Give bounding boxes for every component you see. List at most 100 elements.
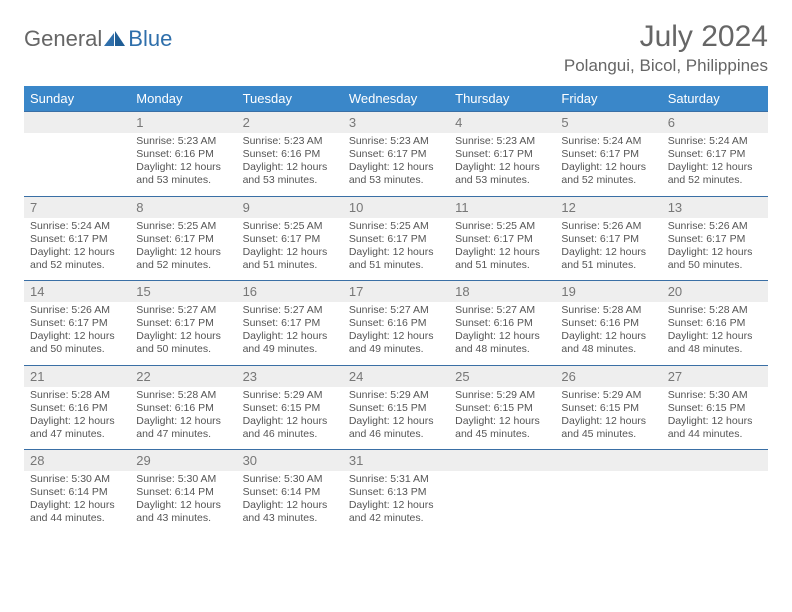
day-number: 23 [237,366,343,387]
calendar-day-cell: 20Sunrise: 5:28 AMSunset: 6:16 PMDayligh… [662,281,768,366]
day-content: Sunrise: 5:29 AMSunset: 6:15 PMDaylight:… [343,387,449,450]
day-number: 16 [237,281,343,302]
calendar-day-cell: 27Sunrise: 5:30 AMSunset: 6:15 PMDayligh… [662,365,768,450]
day-content: Sunrise: 5:24 AMSunset: 6:17 PMDaylight:… [662,133,768,196]
day-number: 2 [237,112,343,133]
calendar-day-cell [24,112,130,197]
day-content: Sunrise: 5:29 AMSunset: 6:15 PMDaylight:… [449,387,555,450]
calendar-day-cell: 30Sunrise: 5:30 AMSunset: 6:14 PMDayligh… [237,450,343,534]
weekday-header: Sunday [24,86,130,112]
day-number-empty [662,450,768,471]
day-content: Sunrise: 5:24 AMSunset: 6:17 PMDaylight:… [555,133,661,196]
day-number: 7 [24,197,130,218]
calendar-week-row: 14Sunrise: 5:26 AMSunset: 6:17 PMDayligh… [24,281,768,366]
day-number: 12 [555,197,661,218]
day-content: Sunrise: 5:29 AMSunset: 6:15 PMDaylight:… [555,387,661,450]
day-content: Sunrise: 5:27 AMSunset: 6:16 PMDaylight:… [449,302,555,365]
title-block: July 2024 Polangui, Bicol, Philippines [564,20,768,76]
calendar-day-cell: 18Sunrise: 5:27 AMSunset: 6:16 PMDayligh… [449,281,555,366]
calendar-day-cell: 2Sunrise: 5:23 AMSunset: 6:16 PMDaylight… [237,112,343,197]
day-content: Sunrise: 5:28 AMSunset: 6:16 PMDaylight:… [662,302,768,365]
calendar-day-cell: 13Sunrise: 5:26 AMSunset: 6:17 PMDayligh… [662,196,768,281]
day-content: Sunrise: 5:23 AMSunset: 6:17 PMDaylight:… [449,133,555,196]
day-content: Sunrise: 5:28 AMSunset: 6:16 PMDaylight:… [555,302,661,365]
day-number: 17 [343,281,449,302]
calendar-day-cell: 28Sunrise: 5:30 AMSunset: 6:14 PMDayligh… [24,450,130,534]
day-content: Sunrise: 5:30 AMSunset: 6:14 PMDaylight:… [130,471,236,534]
day-number: 6 [662,112,768,133]
calendar-day-cell: 12Sunrise: 5:26 AMSunset: 6:17 PMDayligh… [555,196,661,281]
calendar-week-row: 21Sunrise: 5:28 AMSunset: 6:16 PMDayligh… [24,365,768,450]
logo: General Blue [24,20,172,52]
calendar-day-cell: 11Sunrise: 5:25 AMSunset: 6:17 PMDayligh… [449,196,555,281]
day-content: Sunrise: 5:26 AMSunset: 6:17 PMDaylight:… [662,218,768,281]
day-content: Sunrise: 5:30 AMSunset: 6:14 PMDaylight:… [237,471,343,534]
day-number: 9 [237,197,343,218]
weekday-header: Thursday [449,86,555,112]
day-number: 26 [555,366,661,387]
day-content: Sunrise: 5:24 AMSunset: 6:17 PMDaylight:… [24,218,130,281]
day-number: 30 [237,450,343,471]
day-content: Sunrise: 5:26 AMSunset: 6:17 PMDaylight:… [555,218,661,281]
day-number: 20 [662,281,768,302]
calendar-day-cell: 6Sunrise: 5:24 AMSunset: 6:17 PMDaylight… [662,112,768,197]
calendar-day-cell [555,450,661,534]
calendar-week-row: 7Sunrise: 5:24 AMSunset: 6:17 PMDaylight… [24,196,768,281]
weekday-header: Tuesday [237,86,343,112]
calendar-table: SundayMondayTuesdayWednesdayThursdayFrid… [24,86,768,534]
calendar-day-cell: 17Sunrise: 5:27 AMSunset: 6:16 PMDayligh… [343,281,449,366]
day-number: 27 [662,366,768,387]
day-number: 24 [343,366,449,387]
calendar-day-cell: 5Sunrise: 5:24 AMSunset: 6:17 PMDaylight… [555,112,661,197]
day-number: 1 [130,112,236,133]
calendar-day-cell: 4Sunrise: 5:23 AMSunset: 6:17 PMDaylight… [449,112,555,197]
day-content: Sunrise: 5:30 AMSunset: 6:14 PMDaylight:… [24,471,130,534]
calendar-day-cell: 8Sunrise: 5:25 AMSunset: 6:17 PMDaylight… [130,196,236,281]
month-title: July 2024 [564,20,768,54]
calendar-day-cell [662,450,768,534]
day-number: 28 [24,450,130,471]
calendar-day-cell: 19Sunrise: 5:28 AMSunset: 6:16 PMDayligh… [555,281,661,366]
day-content: Sunrise: 5:25 AMSunset: 6:17 PMDaylight:… [449,218,555,281]
day-number: 14 [24,281,130,302]
logo-text-general: General [24,26,102,52]
calendar-week-row: 1Sunrise: 5:23 AMSunset: 6:16 PMDaylight… [24,112,768,197]
calendar-day-cell: 23Sunrise: 5:29 AMSunset: 6:15 PMDayligh… [237,365,343,450]
day-number: 13 [662,197,768,218]
day-content: Sunrise: 5:26 AMSunset: 6:17 PMDaylight:… [24,302,130,365]
day-content: Sunrise: 5:23 AMSunset: 6:17 PMDaylight:… [343,133,449,196]
day-content: Sunrise: 5:30 AMSunset: 6:15 PMDaylight:… [662,387,768,450]
calendar-day-cell: 31Sunrise: 5:31 AMSunset: 6:13 PMDayligh… [343,450,449,534]
calendar-day-cell: 7Sunrise: 5:24 AMSunset: 6:17 PMDaylight… [24,196,130,281]
day-content: Sunrise: 5:25 AMSunset: 6:17 PMDaylight:… [130,218,236,281]
weekday-header-row: SundayMondayTuesdayWednesdayThursdayFrid… [24,86,768,112]
day-number: 19 [555,281,661,302]
page-header: General Blue July 2024 Polangui, Bicol, … [24,20,768,76]
calendar-day-cell: 29Sunrise: 5:30 AMSunset: 6:14 PMDayligh… [130,450,236,534]
day-number: 11 [449,197,555,218]
day-content: Sunrise: 5:23 AMSunset: 6:16 PMDaylight:… [130,133,236,196]
day-number-empty [24,112,130,133]
calendar-week-row: 28Sunrise: 5:30 AMSunset: 6:14 PMDayligh… [24,450,768,534]
logo-sail-icon [104,31,126,47]
day-content: Sunrise: 5:28 AMSunset: 6:16 PMDaylight:… [130,387,236,450]
calendar-day-cell: 14Sunrise: 5:26 AMSunset: 6:17 PMDayligh… [24,281,130,366]
calendar-day-cell: 3Sunrise: 5:23 AMSunset: 6:17 PMDaylight… [343,112,449,197]
calendar-body: 1Sunrise: 5:23 AMSunset: 6:16 PMDaylight… [24,112,768,534]
calendar-day-cell [449,450,555,534]
day-content: Sunrise: 5:27 AMSunset: 6:17 PMDaylight:… [237,302,343,365]
day-number: 10 [343,197,449,218]
day-number: 8 [130,197,236,218]
day-number: 5 [555,112,661,133]
day-number: 3 [343,112,449,133]
day-content: Sunrise: 5:29 AMSunset: 6:15 PMDaylight:… [237,387,343,450]
calendar-day-cell: 22Sunrise: 5:28 AMSunset: 6:16 PMDayligh… [130,365,236,450]
day-number: 21 [24,366,130,387]
day-content: Sunrise: 5:28 AMSunset: 6:16 PMDaylight:… [24,387,130,450]
day-number-empty [449,450,555,471]
day-content: Sunrise: 5:25 AMSunset: 6:17 PMDaylight:… [343,218,449,281]
weekday-header: Saturday [662,86,768,112]
day-content: Sunrise: 5:25 AMSunset: 6:17 PMDaylight:… [237,218,343,281]
calendar-day-cell: 26Sunrise: 5:29 AMSunset: 6:15 PMDayligh… [555,365,661,450]
calendar-day-cell: 15Sunrise: 5:27 AMSunset: 6:17 PMDayligh… [130,281,236,366]
